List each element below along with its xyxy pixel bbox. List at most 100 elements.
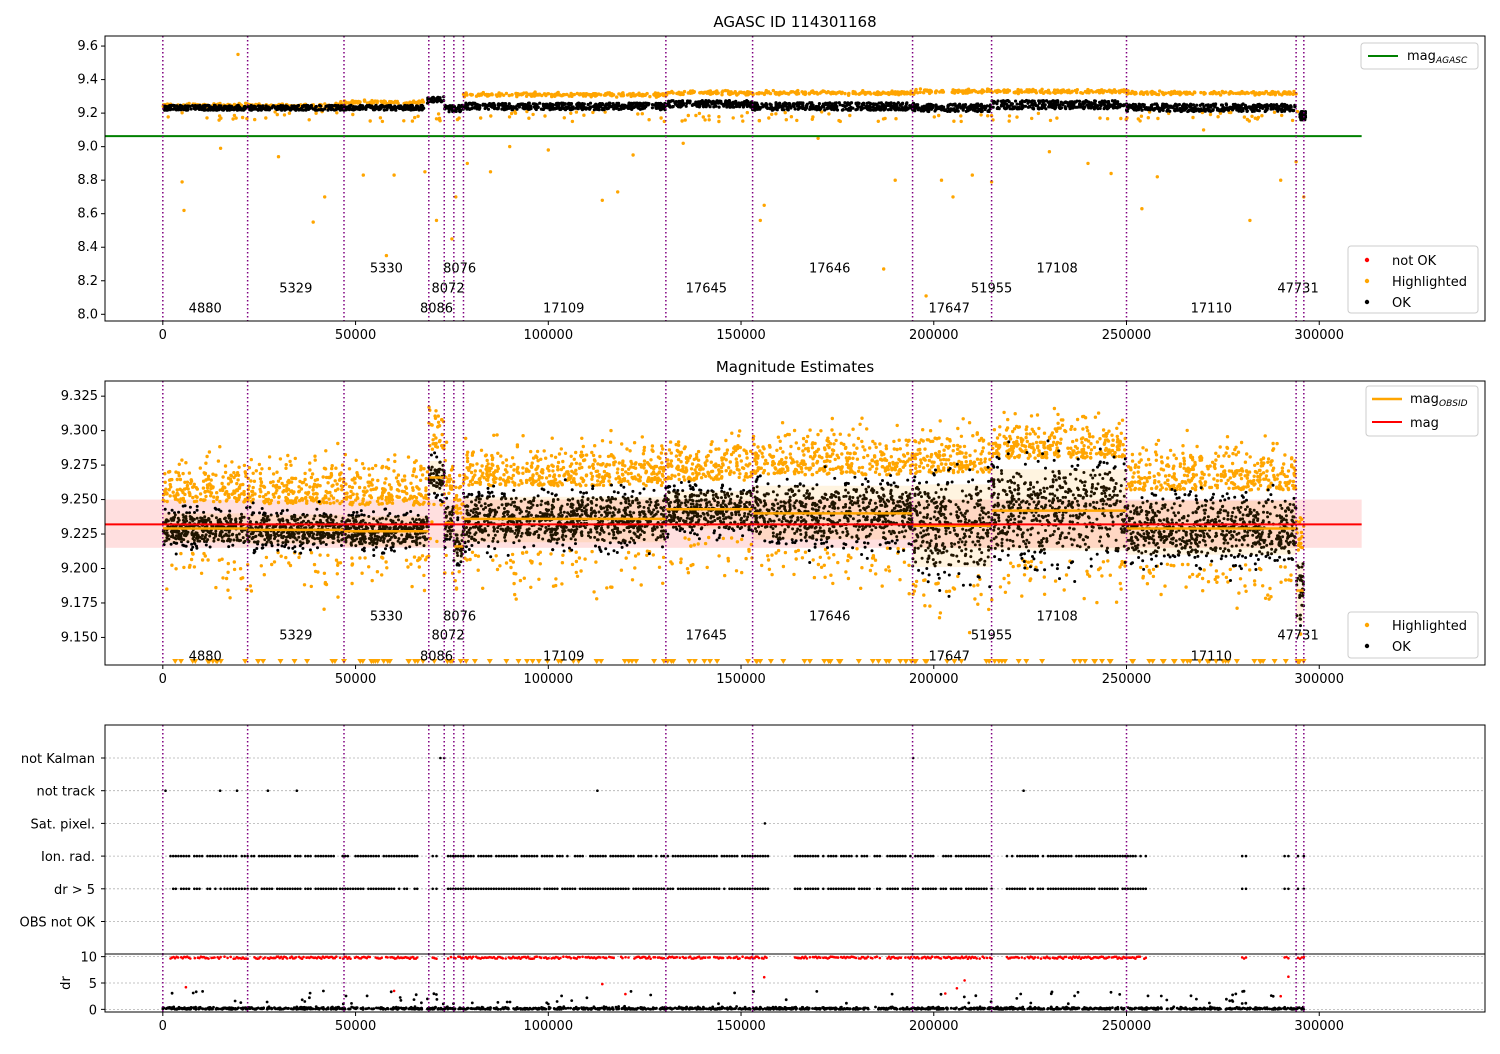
data-point	[848, 114, 851, 117]
data-point	[221, 489, 224, 492]
data-point	[970, 89, 973, 92]
data-point	[407, 455, 410, 458]
data-point	[581, 480, 584, 483]
data-point	[362, 493, 365, 496]
data-point	[1164, 92, 1167, 95]
data-point	[360, 572, 363, 575]
data-point	[646, 480, 649, 483]
data-point	[458, 474, 461, 477]
data-point	[322, 608, 325, 611]
data-point	[330, 494, 333, 497]
data-point	[950, 108, 953, 111]
x-tick-label: 150000	[716, 328, 766, 343]
data-point	[924, 108, 927, 111]
data-point	[1218, 109, 1221, 112]
data-point	[395, 476, 398, 479]
data-point	[367, 467, 370, 470]
data-point	[821, 89, 824, 92]
data-point	[660, 451, 663, 454]
data-point	[717, 120, 720, 123]
data-point	[434, 409, 437, 412]
data-point	[265, 556, 268, 559]
data-point	[188, 494, 191, 497]
data-point	[636, 112, 639, 115]
data-point	[746, 100, 749, 103]
data-point	[668, 105, 671, 108]
data-point	[164, 481, 167, 484]
data-point	[786, 92, 789, 95]
data-point	[1021, 99, 1024, 102]
data-point	[493, 471, 496, 474]
data-point	[894, 179, 897, 182]
data-point	[796, 89, 799, 92]
data-point	[1205, 104, 1208, 107]
data-point	[411, 486, 414, 489]
data-point	[218, 445, 221, 448]
data-point	[241, 116, 244, 119]
data-point	[457, 104, 460, 107]
data-point	[971, 173, 974, 176]
data-point	[386, 107, 389, 110]
data-point	[643, 107, 646, 110]
data-point	[969, 107, 972, 110]
data-point	[938, 90, 941, 93]
data-point	[575, 462, 578, 465]
data-point	[815, 91, 818, 94]
data-point	[413, 461, 416, 464]
data-point	[391, 108, 394, 111]
data-point	[413, 116, 416, 119]
data-point	[311, 472, 314, 475]
data-point	[431, 438, 434, 441]
data-point	[727, 92, 730, 95]
data-point	[590, 451, 593, 454]
data-point	[184, 461, 187, 464]
data-point	[379, 116, 382, 119]
data-point	[1138, 119, 1141, 122]
data-point	[651, 103, 654, 106]
data-point	[346, 105, 349, 108]
data-point	[1280, 114, 1283, 117]
data-point	[866, 102, 869, 105]
data-point	[486, 459, 489, 462]
data-point	[308, 461, 311, 464]
data-point	[277, 501, 280, 504]
data-point	[465, 453, 468, 456]
data-point	[1245, 91, 1248, 94]
data-point	[199, 466, 202, 469]
data-point	[423, 170, 426, 173]
data-point	[986, 110, 989, 113]
data-point	[512, 468, 515, 471]
data-point	[277, 105, 280, 108]
data-point	[1043, 104, 1046, 107]
data-point	[289, 464, 292, 467]
data-point	[363, 99, 366, 102]
data-point	[375, 486, 378, 489]
data-point	[1200, 103, 1203, 106]
data-point	[877, 106, 880, 109]
data-point	[538, 102, 541, 105]
data-point	[667, 91, 670, 94]
data-point	[603, 108, 606, 111]
data-point	[194, 495, 197, 498]
data-point	[556, 465, 559, 468]
data-point	[1005, 90, 1008, 93]
data-point	[361, 499, 364, 502]
data-point	[838, 101, 841, 104]
data-point	[180, 111, 183, 114]
data-point	[927, 89, 930, 92]
data-point	[753, 103, 756, 106]
data-point	[314, 458, 317, 461]
data-point	[607, 455, 610, 458]
data-point	[726, 104, 729, 107]
data-point	[334, 108, 337, 111]
data-point	[1168, 110, 1171, 113]
data-point	[763, 93, 766, 96]
data-point	[450, 468, 453, 471]
data-point	[350, 100, 353, 103]
data-point	[370, 496, 373, 499]
data-point	[377, 497, 380, 500]
data-point	[350, 582, 353, 585]
data-point	[356, 101, 359, 104]
data-point	[418, 565, 421, 568]
data-point	[1264, 104, 1267, 107]
